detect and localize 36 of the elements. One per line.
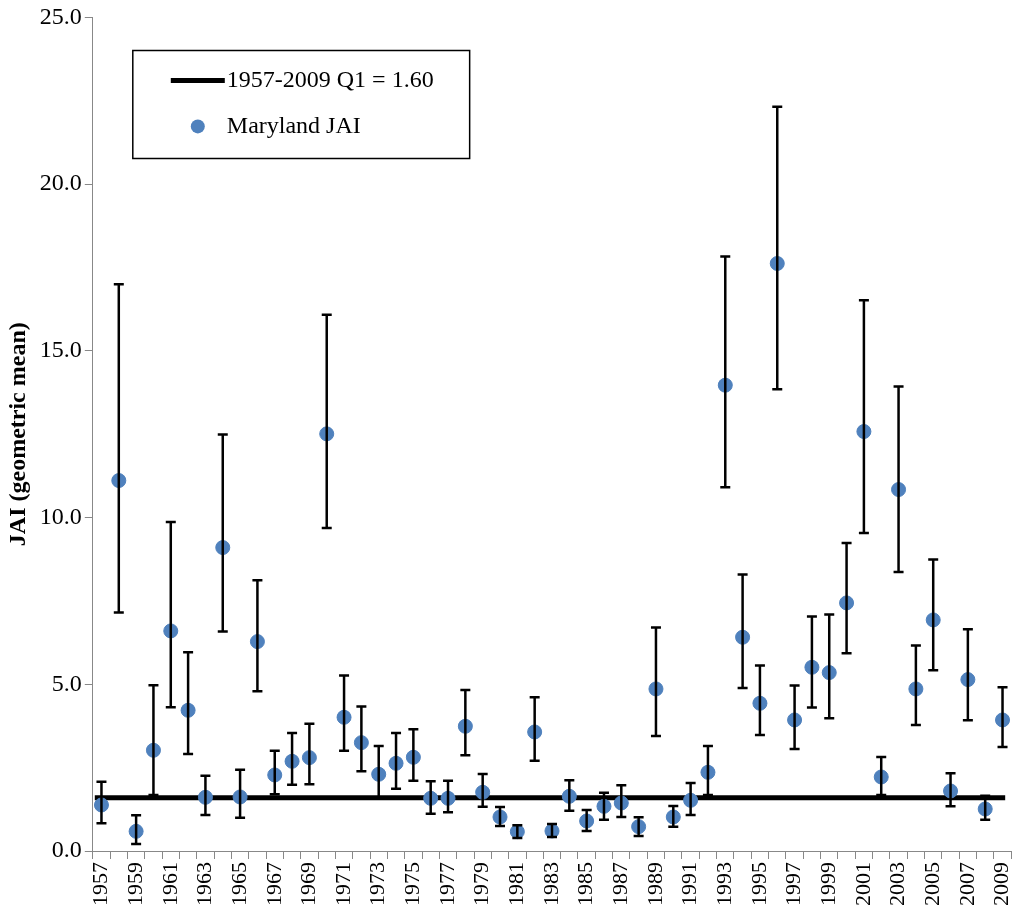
x-tick-label: 1975 xyxy=(399,862,425,906)
x-tick-label: 1991 xyxy=(676,862,702,906)
x-tick-label: 1963 xyxy=(191,862,217,906)
x-tick-label: 1993 xyxy=(711,862,737,906)
x-tick-label: 1983 xyxy=(537,862,563,906)
x-tick-label: 1969 xyxy=(295,862,321,906)
x-tick-label: 1957 xyxy=(87,862,113,906)
y-tick-label: 25.0 xyxy=(39,2,82,29)
x-tick-label: 1977 xyxy=(433,862,459,906)
x-tick-label: 1987 xyxy=(607,862,633,906)
y-tick-label: 10.0 xyxy=(39,502,82,529)
legend-label: Maryland JAI xyxy=(226,111,361,138)
x-tick-label: 1979 xyxy=(468,862,494,906)
x-tick-label: 1981 xyxy=(503,862,529,906)
y-tick-label: 15.0 xyxy=(39,336,82,363)
x-tick-label: 1997 xyxy=(780,862,806,906)
y-tick-label: 5.0 xyxy=(51,669,82,696)
x-tick-label: 1989 xyxy=(641,862,667,906)
x-tick-label: 2005 xyxy=(918,862,944,906)
x-tick-label: 2009 xyxy=(988,862,1014,906)
x-tick-label: 1995 xyxy=(745,862,771,906)
y-tick-label: 20.0 xyxy=(39,169,82,196)
legend-label: 1957-2009 Q1 = 1.60 xyxy=(226,65,434,92)
x-tick-label: 1965 xyxy=(225,862,251,906)
x-tick-label: 1959 xyxy=(121,862,147,906)
x-tick-label: 1999 xyxy=(815,862,841,906)
x-tick-label: 1973 xyxy=(364,862,390,906)
x-tick-label: 2001 xyxy=(849,862,875,906)
y-tick-label: 0.0 xyxy=(51,836,82,863)
y-axis-title: JAI (geometric mean) xyxy=(3,322,30,547)
x-tick-label: 1961 xyxy=(156,862,182,906)
x-tick-label: 1967 xyxy=(260,862,286,906)
x-tick-label: 1971 xyxy=(329,862,355,906)
x-tick-label: 2003 xyxy=(884,862,910,906)
x-tick-label: 2007 xyxy=(953,862,979,906)
x-tick-label: 1985 xyxy=(572,862,598,906)
